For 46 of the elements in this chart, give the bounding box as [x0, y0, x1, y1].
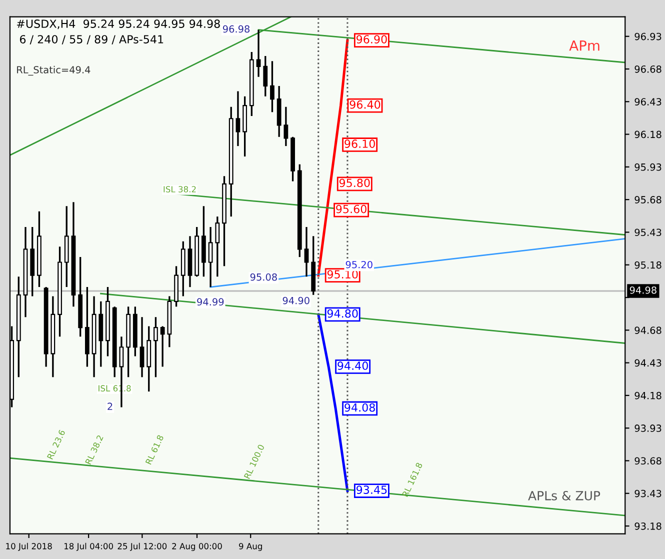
- annotation: 95.20: [346, 260, 372, 268]
- annotation: 2: [108, 402, 112, 410]
- y-tick-label: 94.43: [634, 359, 662, 367]
- y-tick-label: 93.43: [634, 490, 662, 498]
- data-label: 94.40: [338, 362, 368, 370]
- data-label: 93.45: [356, 486, 387, 494]
- annotation: RL 161.8: [402, 462, 423, 498]
- y-tick-label: 96.93: [634, 32, 662, 40]
- annotation: RL 38.2: [85, 434, 104, 465]
- y-tick-label: 95.93: [634, 163, 662, 171]
- annotation: 95.08: [250, 273, 277, 281]
- data-label: 95.80: [339, 178, 370, 188]
- y-tick-label: 93.68: [634, 457, 662, 465]
- y-tick-label: 95.18: [634, 261, 662, 269]
- annotation: RL 61.8: [145, 434, 164, 465]
- x-tick-label: 2 Aug 00:00: [172, 543, 222, 551]
- annotation: RL_Static=49.4: [17, 66, 90, 76]
- y-tick-label: 96.68: [634, 65, 662, 73]
- annotation: 94.99: [197, 298, 224, 306]
- text: 6 / 240 / 55 / 89 / APs-541: [20, 35, 164, 44]
- x-tick-label: 10 Jul 2018: [6, 542, 52, 551]
- data-label: 94.08: [344, 403, 375, 412]
- x-tick-label: 25 Jul 12:00: [118, 542, 167, 551]
- annotation: 96.98: [222, 25, 250, 33]
- y-tick-label: 95.43: [634, 228, 662, 236]
- x-tick-label: 9 Aug: [239, 543, 262, 551]
- data-label: 96.40: [350, 100, 380, 109]
- y-tick-label: 95.68: [634, 196, 662, 204]
- y-tick-label: 93.93: [634, 424, 662, 432]
- annotation: ISL 38.2: [164, 186, 196, 192]
- annotation: APLs & ZUP: [528, 490, 600, 500]
- data-label: 96.90: [356, 35, 387, 44]
- x-tick-label: 18 Jul 04:00: [64, 542, 113, 551]
- data-label: 95.60: [336, 204, 366, 214]
- y-tick-label: 93.18: [634, 522, 662, 530]
- data-label: 96.10: [344, 140, 375, 148]
- y-tick-label: 94.18: [634, 392, 662, 400]
- y-tick-label: 94.68: [634, 326, 662, 334]
- annotation: 94.90: [282, 296, 310, 304]
- annotation: APm: [569, 40, 600, 51]
- y-tick-label: 96.43: [634, 98, 662, 106]
- chart-title: #USDX,H4 95.24 95.24 94.95 94.98: [16, 20, 220, 30]
- data-label: 94.80: [327, 309, 358, 318]
- ref-line-label: 94.98: [630, 286, 656, 294]
- y-tick-label: 96.18: [634, 130, 662, 138]
- annotation: RL 23.6: [46, 429, 66, 460]
